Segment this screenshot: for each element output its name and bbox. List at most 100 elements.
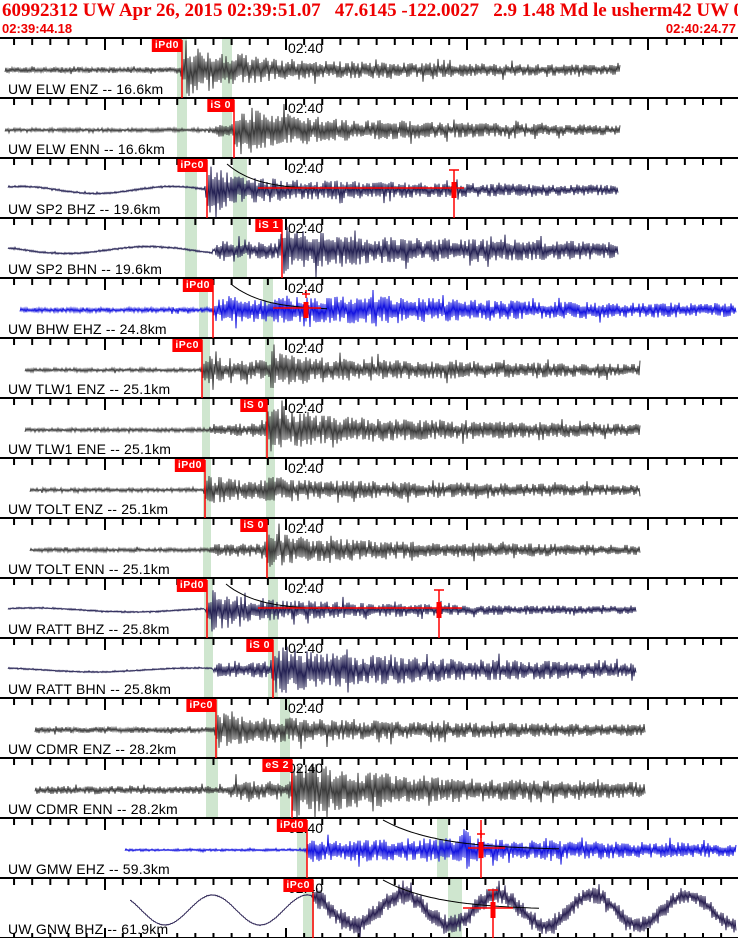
minute-label: 02:40 bbox=[288, 640, 324, 656]
minute-label: 02:40 bbox=[288, 700, 324, 716]
station-label: UW SP2 BHN -- 19.6km bbox=[8, 261, 163, 277]
pick-flag[interactable]: iPc0 bbox=[186, 699, 216, 712]
waveform-area-elw-enn[interactable] bbox=[0, 99, 738, 159]
tick-marks bbox=[13, 219, 723, 230]
station-label: UW RATT BHN -- 25.8km bbox=[8, 681, 172, 697]
tick-marks bbox=[13, 159, 723, 170]
minute-label: 02:40 bbox=[288, 280, 324, 296]
phase-window-band bbox=[222, 99, 232, 157]
coda-end-marker[interactable] bbox=[436, 602, 442, 618]
station-label: UW ELW ENZ -- 16.6km bbox=[8, 81, 164, 97]
trace-panel-cdmr-enn: 02:40 eS 2 UW CDMR ENN -- 28.2km bbox=[0, 757, 738, 819]
pick-flag[interactable]: iS 0 bbox=[207, 99, 234, 112]
pick-flag[interactable]: iPd0 bbox=[276, 819, 307, 832]
waveform-trace[interactable] bbox=[130, 880, 737, 938]
minute-label: 02:40 bbox=[288, 760, 324, 776]
tick-marks bbox=[13, 819, 723, 830]
waveform-trace[interactable] bbox=[7, 226, 619, 278]
waveform-trace[interactable] bbox=[34, 711, 646, 749]
station-label: UW SP2 BHZ -- 19.6km bbox=[8, 201, 161, 217]
pick-flag[interactable]: iPc0 bbox=[172, 339, 202, 352]
station-label: UW TLW1 ENZ -- 25.1km bbox=[8, 381, 171, 397]
tick-marks bbox=[13, 399, 723, 410]
waveform-trace[interactable] bbox=[34, 764, 646, 818]
pick-flag[interactable]: iS 1 bbox=[255, 219, 282, 232]
station-label: UW TLW1 ENE -- 25.1km bbox=[8, 441, 172, 457]
trace-panel-ratt-bhz: 02:40 iPd0 UW RATT BHZ -- 25.8km bbox=[0, 577, 738, 639]
waveform-trace[interactable] bbox=[24, 344, 641, 390]
waveform-trace[interactable] bbox=[124, 829, 737, 869]
minute-label: 02:40 bbox=[288, 100, 324, 116]
pick-flag[interactable]: iS 0 bbox=[240, 519, 267, 532]
coda-end-marker[interactable] bbox=[490, 902, 496, 918]
pick-flag[interactable]: iPd0 bbox=[151, 39, 182, 52]
waveform-area-cdmr-enn[interactable] bbox=[0, 759, 738, 819]
waveform-area-tolt-enn[interactable] bbox=[0, 519, 738, 579]
tick-marks bbox=[13, 459, 723, 470]
minute-label: 02:40 bbox=[288, 160, 324, 176]
waveform-area-sp2-bhn[interactable] bbox=[0, 219, 738, 279]
pick-flag[interactable]: iPd0 bbox=[182, 279, 213, 292]
tick-marks bbox=[13, 519, 723, 530]
waveform-area-tlw1-enz[interactable] bbox=[0, 339, 738, 399]
coda-end-marker[interactable] bbox=[451, 182, 457, 198]
trace-panel-bhw-ehz: 02:40 iPd0 UW BHW EHZ -- 24.8km bbox=[0, 277, 738, 339]
tick-marks bbox=[13, 339, 723, 350]
trace-panel-tlw1-enz: 02:40 iPc0 UW TLW1 ENZ -- 25.1km bbox=[0, 337, 738, 399]
pick-flag[interactable]: iPc0 bbox=[177, 159, 207, 172]
phase-window-band bbox=[280, 759, 290, 817]
event-summary: 60992312 UW Apr 26, 2015 02:39:51.07 47.… bbox=[2, 0, 738, 21]
minute-label: 02:40 bbox=[288, 580, 324, 596]
minute-label: 02:40 bbox=[288, 340, 324, 356]
waveform-area-bhw-ehz[interactable] bbox=[0, 279, 738, 339]
waveform-area-gnw-bhz[interactable] bbox=[0, 879, 738, 938]
coda-end-marker[interactable] bbox=[303, 302, 309, 318]
waveform-trace[interactable] bbox=[19, 289, 737, 329]
waveform-trace[interactable] bbox=[7, 646, 637, 693]
waveform-area-sp2-bhz[interactable] bbox=[0, 159, 738, 219]
pick-flag[interactable]: iPd0 bbox=[174, 459, 205, 472]
pick-flag[interactable]: iS 0 bbox=[240, 399, 267, 412]
waveform-trace[interactable] bbox=[29, 475, 641, 503]
phase-window-band bbox=[199, 279, 208, 337]
station-label: UW TOLT ENN -- 25.1km bbox=[8, 561, 170, 577]
window-start-time: 02:39:44.18 bbox=[2, 21, 73, 36]
pick-flag[interactable]: iPd0 bbox=[176, 579, 207, 592]
waveform-area-ratt-bhn[interactable] bbox=[0, 639, 738, 699]
minute-label: 02:40 bbox=[288, 520, 324, 536]
pick-flag[interactable]: iPc0 bbox=[283, 879, 313, 892]
trace-panel-elw-enn: 02:40 iS 0 UW ELW ENN -- 16.6km bbox=[0, 97, 738, 159]
coda-decay-curve bbox=[382, 879, 540, 909]
waveform-trace[interactable] bbox=[4, 40, 621, 97]
trace-panel-tlw1-ene: 02:40 iS 0 UW TLW1 ENE -- 25.1km bbox=[0, 397, 738, 459]
tick-marks bbox=[13, 879, 723, 890]
waveform-trace[interactable] bbox=[4, 103, 621, 155]
station-label: UW RATT BHZ -- 25.8km bbox=[8, 621, 170, 637]
phase-window-band bbox=[263, 279, 273, 337]
pick-flag[interactable]: eS 2 bbox=[262, 759, 292, 772]
event-header: 60992312 UW Apr 26, 2015 02:39:51.07 47.… bbox=[0, 0, 738, 37]
trace-panel-tolt-enn: 02:40 iS 0 UW TOLT ENN -- 25.1km bbox=[0, 517, 738, 579]
bottom-tick-marks bbox=[13, 928, 723, 938]
waveform-trace[interactable] bbox=[24, 400, 641, 452]
tick-marks bbox=[13, 639, 723, 650]
pick-flag[interactable]: iS 0 bbox=[246, 639, 273, 652]
phase-window-band bbox=[206, 759, 218, 817]
waveform-area-ratt-bhz[interactable] bbox=[0, 579, 738, 639]
waveform-area-elw-enz[interactable] bbox=[0, 39, 738, 99]
waveform-area-tlw1-ene[interactable] bbox=[0, 399, 738, 459]
phase-window-band bbox=[202, 399, 210, 457]
station-label: UW GNW BHZ -- 61.9km bbox=[8, 921, 169, 937]
tick-marks bbox=[13, 99, 723, 110]
trace-panel-sp2-bhn: 02:40 iS 1 UW SP2 BHN -- 19.6km bbox=[0, 217, 738, 279]
window-end-time: 02:40:24.77 bbox=[665, 21, 736, 36]
waveform-trace[interactable] bbox=[7, 590, 637, 632]
trace-panel-elw-enz: 02:40 iPd0 UW ELW ENZ -- 16.6km bbox=[0, 37, 738, 99]
waveform-trace[interactable] bbox=[29, 523, 641, 567]
station-label: UW ELW ENN -- 16.6km bbox=[8, 141, 165, 157]
coda-end-marker[interactable] bbox=[478, 842, 484, 858]
waveform-trace[interactable] bbox=[7, 166, 619, 218]
waveform-area-gmw-ehz[interactable] bbox=[0, 819, 738, 879]
